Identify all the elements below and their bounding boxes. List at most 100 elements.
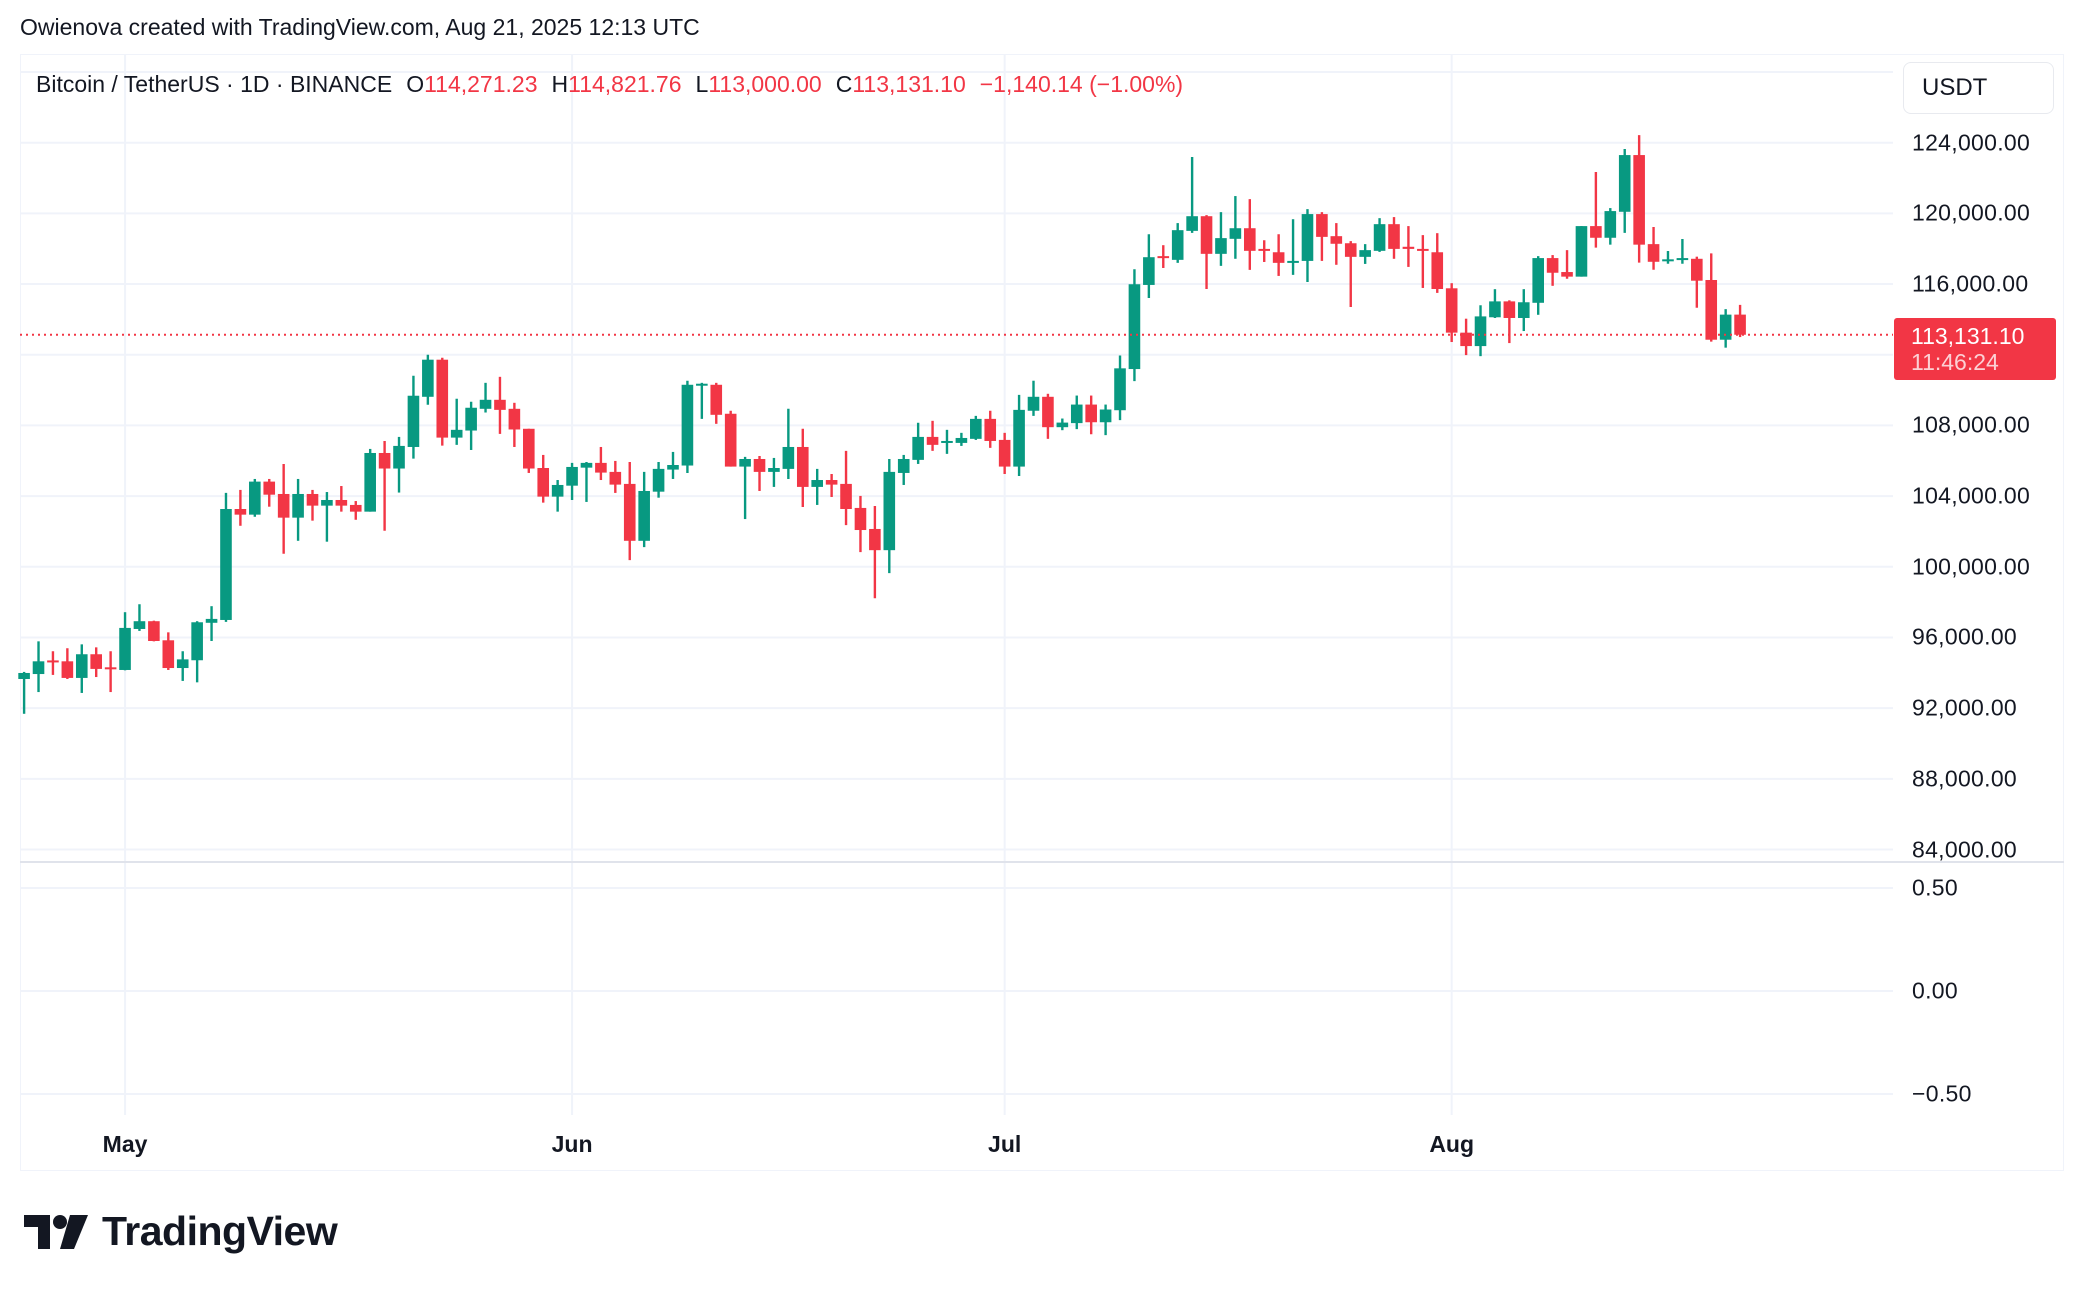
candle[interactable] [1056, 418, 1069, 431]
candle[interactable] [1633, 135, 1645, 263]
candle[interactable] [1128, 269, 1141, 382]
candle[interactable] [494, 376, 506, 434]
candle[interactable] [854, 495, 867, 553]
candle[interactable] [1070, 395, 1083, 430]
candle[interactable] [796, 428, 809, 508]
candle[interactable] [667, 451, 679, 479]
candle[interactable] [1618, 149, 1631, 233]
candle[interactable] [1417, 235, 1429, 288]
candle[interactable] [1489, 289, 1501, 318]
candle[interactable] [638, 471, 650, 548]
candle[interactable] [1027, 380, 1040, 416]
candle[interactable] [277, 463, 290, 554]
candle[interactable] [580, 461, 593, 502]
candle[interactable] [623, 461, 636, 561]
candle[interactable] [739, 456, 751, 520]
candle[interactable] [378, 440, 391, 531]
candle[interactable] [1561, 250, 1573, 279]
candle[interactable] [897, 454, 910, 485]
candle[interactable] [1647, 226, 1660, 270]
candle[interactable] [1460, 318, 1472, 356]
candle[interactable] [407, 375, 420, 459]
candle[interactable] [724, 410, 737, 467]
candle[interactable] [162, 632, 175, 670]
candle[interactable] [1388, 217, 1400, 259]
candle[interactable] [335, 486, 348, 512]
candle[interactable] [191, 621, 203, 683]
candle[interactable] [364, 448, 376, 512]
candle[interactable] [1662, 251, 1674, 264]
candle[interactable] [753, 455, 766, 491]
candle[interactable] [436, 357, 449, 446]
candle[interactable] [970, 415, 982, 440]
candle[interactable] [263, 478, 276, 507]
candle[interactable] [551, 480, 564, 512]
candle[interactable] [1258, 240, 1271, 262]
candle[interactable] [681, 380, 694, 473]
candle[interactable] [1272, 234, 1285, 276]
candle[interactable] [998, 432, 1011, 475]
tradingview-logo[interactable]: TradingView [24, 1208, 338, 1255]
candle[interactable] [1143, 234, 1155, 299]
candle[interactable] [1330, 223, 1343, 265]
candle[interactable] [811, 468, 823, 505]
candle[interactable] [1590, 172, 1602, 248]
candle[interactable] [926, 420, 939, 451]
candle[interactable] [566, 462, 578, 500]
candle[interactable] [955, 432, 968, 446]
candle[interactable] [1099, 404, 1112, 436]
candle[interactable] [90, 647, 102, 678]
candle[interactable] [912, 422, 924, 464]
candle[interactable] [696, 382, 708, 419]
candle[interactable] [1287, 219, 1299, 275]
candle[interactable] [292, 478, 304, 541]
candle[interactable] [1719, 309, 1732, 348]
candle[interactable] [1517, 289, 1530, 332]
candle[interactable] [306, 489, 319, 521]
candle[interactable] [1691, 256, 1703, 308]
candle[interactable] [1085, 395, 1097, 435]
currency-button[interactable]: USDT [1903, 62, 2054, 114]
candle[interactable] [523, 428, 535, 473]
candle[interactable] [1359, 244, 1371, 264]
candle[interactable] [1344, 241, 1357, 308]
candle[interactable] [205, 606, 218, 641]
candle[interactable] [1373, 218, 1386, 252]
candle[interactable] [1734, 304, 1746, 338]
candle[interactable] [710, 382, 723, 424]
candle[interactable] [1503, 300, 1516, 344]
candle[interactable] [825, 474, 838, 497]
candle[interactable] [984, 410, 997, 448]
candle[interactable] [1186, 157, 1198, 233]
candle[interactable] [1532, 256, 1544, 315]
candle[interactable] [1316, 212, 1328, 261]
candle[interactable] [104, 651, 117, 693]
candle[interactable] [1114, 355, 1126, 421]
candle[interactable] [249, 478, 261, 517]
candle[interactable] [75, 644, 88, 693]
candle[interactable] [1546, 255, 1559, 286]
candle[interactable] [1200, 215, 1213, 290]
candle[interactable] [1013, 394, 1025, 476]
candle[interactable] [18, 671, 30, 714]
candle[interactable] [869, 505, 881, 599]
candle[interactable] [1215, 212, 1227, 266]
candle[interactable] [349, 501, 362, 520]
candle[interactable] [1604, 208, 1617, 245]
candle[interactable] [1445, 283, 1458, 343]
candle[interactable] [119, 612, 131, 671]
candle[interactable] [883, 458, 896, 574]
candle[interactable] [1705, 253, 1718, 342]
candle[interactable] [652, 461, 665, 498]
candle[interactable] [1474, 305, 1487, 357]
candle[interactable] [148, 620, 160, 642]
candle[interactable] [479, 382, 492, 413]
candle[interactable] [133, 604, 146, 631]
candle[interactable] [508, 402, 521, 447]
candle[interactable] [1171, 223, 1184, 263]
candle[interactable] [768, 457, 780, 487]
candle[interactable] [1157, 245, 1170, 268]
candle[interactable] [61, 648, 74, 679]
candle[interactable] [422, 354, 434, 405]
